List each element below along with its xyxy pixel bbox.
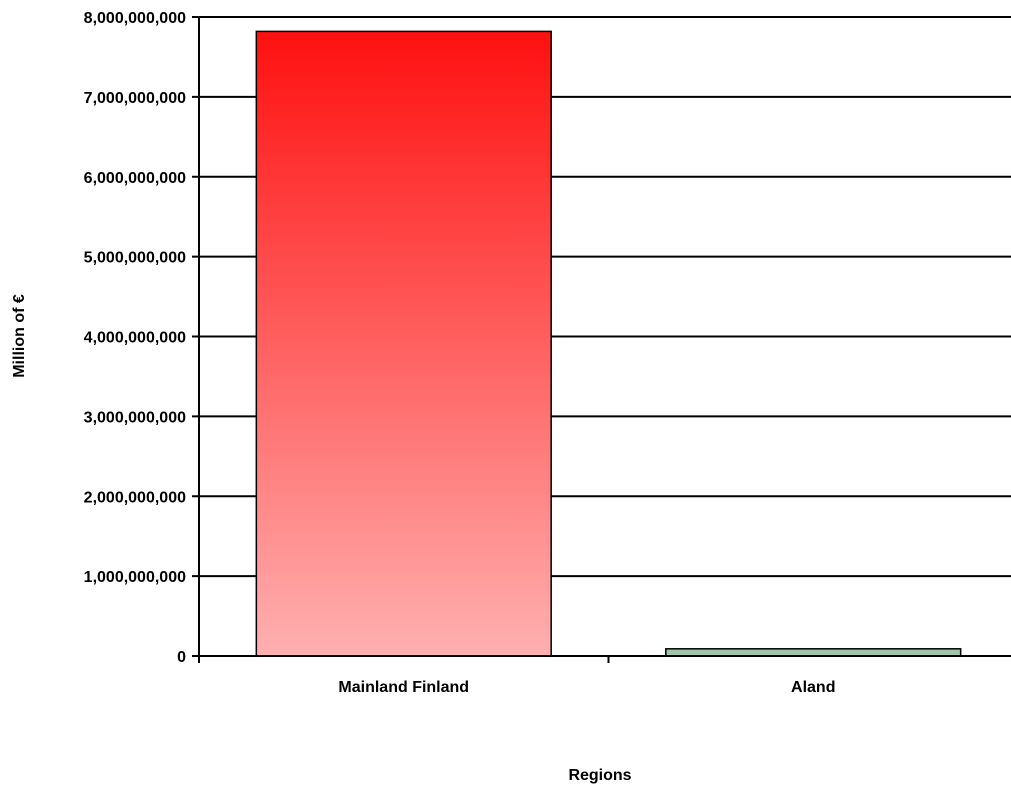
y-tick-label: 8,000,000,000 [84, 10, 186, 27]
y-tick-label: 5,000,000,000 [84, 250, 186, 267]
x-tick-labels: Mainland Finland Aland [338, 679, 835, 696]
y-tick-label: 0 [177, 649, 186, 666]
bar-aland [665, 648, 962, 657]
y-tick-labels: 0 1,000,000,000 2,000,000,000 3,000,000,000… [84, 10, 186, 666]
y-tick-label: 3,000,000,000 [84, 409, 186, 426]
y-tick-label: 1,000,000,000 [84, 569, 186, 586]
y-tick-label: 7,000,000,000 [84, 90, 186, 107]
y-tick-label: 4,000,000,000 [84, 330, 186, 347]
y-axis-title: Million of € [11, 294, 28, 378]
x-tick-label: Aland [791, 679, 835, 696]
x-axis-title: Regions [568, 767, 631, 784]
y-tick-label: 2,000,000,000 [84, 489, 186, 506]
x-tick-label: Mainland Finland [338, 679, 469, 696]
axes [192, 16, 1011, 663]
y-tick-label: 6,000,000,000 [84, 170, 186, 187]
bars [255, 30, 962, 657]
bar-mainland-finland [255, 30, 552, 657]
